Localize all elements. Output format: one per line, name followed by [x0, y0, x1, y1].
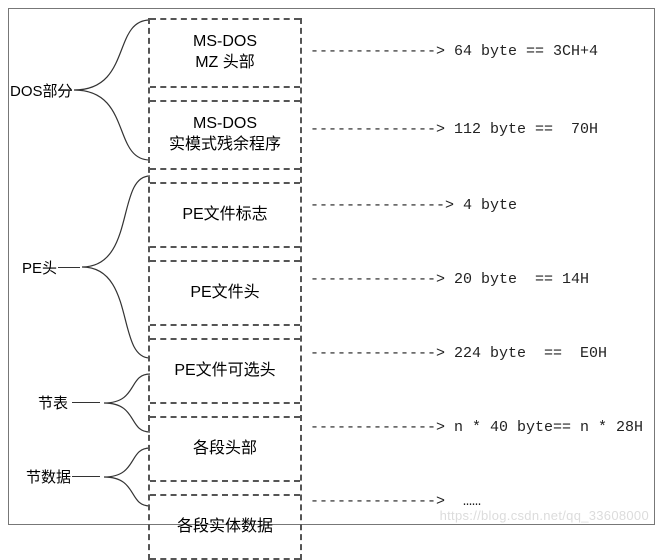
label-secdata: 节数据 — [26, 466, 71, 487]
label-line-dos — [58, 90, 72, 91]
brace-sectbl — [102, 372, 150, 434]
brace-dos — [72, 18, 150, 162]
box-pe-optional: PE文件可选头 — [150, 340, 300, 404]
label-pe: PE头 — [22, 257, 57, 278]
box-line1: MS-DOS — [193, 32, 257, 53]
arrows-column: --------------> 64 byte == 3CH+4 -------… — [310, 18, 650, 532]
arrow-dos-mz: --------------> 64 byte == 3CH+4 — [310, 18, 650, 84]
box-gap — [150, 88, 300, 102]
boxes-column: MS-DOS MZ 头部 MS-DOS 实模式残余程序 PE文件标志 PE文件头… — [148, 18, 302, 560]
box-pe-header: PE文件头 — [150, 262, 300, 326]
box-gap — [150, 248, 300, 262]
labels-column: DOS部分 PE头 节表 节数据 — [10, 10, 130, 520]
box-gap — [150, 482, 300, 496]
box-line1: PE文件可选头 — [174, 361, 275, 382]
box-line1: PE文件标志 — [182, 205, 267, 226]
box-dos-mz: MS-DOS MZ 头部 — [150, 18, 300, 88]
arrow-pe-header: --------------> 20 byte == 14H — [310, 248, 650, 310]
box-dos-stub: MS-DOS 实模式残余程序 — [150, 102, 300, 170]
label-line-secdata — [72, 476, 100, 477]
label-line-pe — [58, 267, 80, 268]
brace-secdata — [102, 446, 150, 508]
box-pe-sig: PE文件标志 — [150, 184, 300, 248]
box-gap — [150, 404, 300, 418]
box-gap — [150, 170, 300, 184]
box-line1: PE文件头 — [190, 283, 259, 304]
arrow-dos-stub: --------------> 112 byte == 70H — [310, 96, 650, 162]
box-line1: 各段实体数据 — [177, 517, 273, 538]
box-gap — [150, 326, 300, 340]
box-section-table: 各段头部 — [150, 418, 300, 482]
arrow-pe-optional: --------------> 224 byte == E0H — [310, 322, 650, 384]
box-line1: MS-DOS — [193, 114, 257, 135]
watermark: https://blog.csdn.net/qq_33608000 — [440, 508, 649, 523]
box-line1: 各段头部 — [193, 439, 257, 460]
box-line2: MZ 头部 — [195, 53, 255, 74]
arrow-section-table: --------------> n * 40 byte== n * 28H — [310, 396, 650, 458]
box-line2: 实模式残余程序 — [169, 135, 281, 156]
label-line-sectbl — [72, 402, 100, 403]
arrow-pe-sig: ---------------> 4 byte — [310, 174, 650, 236]
brace-pe — [80, 174, 150, 360]
label-sectbl: 节表 — [38, 392, 68, 413]
box-section-data: 各段实体数据 — [150, 496, 300, 560]
